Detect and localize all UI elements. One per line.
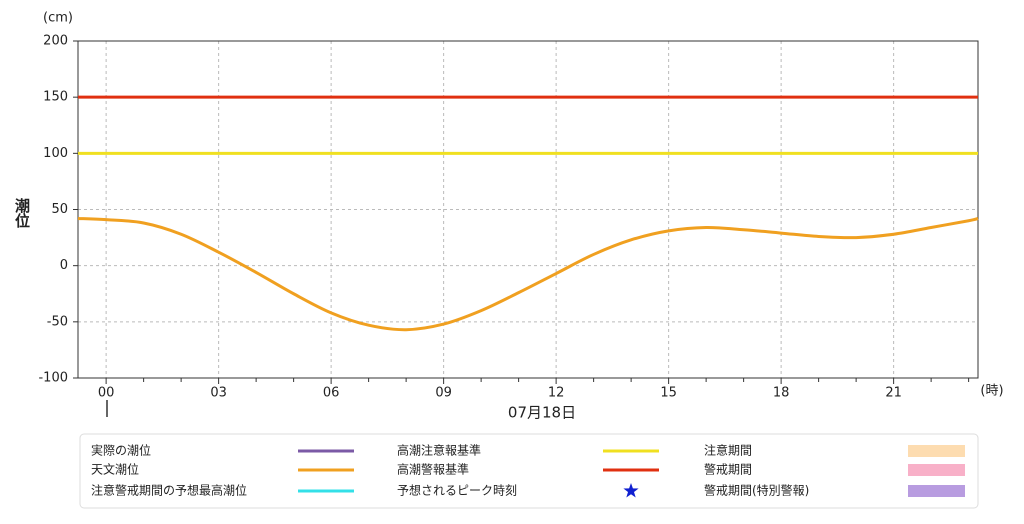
y-tick-label: 0 (60, 258, 68, 273)
y-axis-label: 潮位 (13, 197, 31, 228)
series-line (77, 216, 979, 332)
x-unit: (時) (980, 384, 1003, 399)
y-tick-label: 200 (43, 34, 68, 49)
x-tick-label: 06 (323, 386, 340, 401)
x-tick-label: 03 (210, 386, 227, 401)
legend-label: 高潮注意報基準 (397, 443, 481, 458)
legend-label: 天文潮位 (91, 462, 139, 477)
legend-swatch (908, 445, 965, 457)
y-tick-label: -100 (38, 371, 68, 386)
y-unit: (cm) (43, 11, 73, 26)
y-tick-label: 150 (43, 90, 68, 105)
legend-label: 注意警戒期間の予想最高潮位 (91, 483, 247, 498)
date-label: 07月18日 (508, 404, 576, 422)
y-tick-label: 50 (51, 202, 68, 217)
plot-frame (77, 40, 979, 379)
y-tick-label: -50 (47, 314, 68, 329)
legend-box (79, 433, 979, 509)
legend-swatch (908, 464, 965, 476)
x-tick-label: 21 (885, 386, 902, 401)
legend-label: 高潮警報基準 (397, 462, 469, 477)
legend-label: 警戒期間 (704, 462, 752, 477)
x-tick-label: 15 (660, 386, 677, 401)
x-tick-label: 00 (98, 386, 115, 401)
legend-swatch (623, 483, 639, 498)
y-tick-label: 100 (43, 146, 68, 161)
legend-swatch (908, 485, 965, 497)
x-tick-label: 12 (548, 386, 565, 401)
x-tick-label: 18 (773, 386, 790, 401)
legend-label: 注意期間 (704, 443, 752, 458)
legend-label: 実際の潮位 (91, 443, 151, 458)
legend-label: 予想されるピーク時刻 (397, 483, 517, 498)
legend-label: 警戒期間(特別警報) (704, 483, 809, 498)
x-tick-label: 09 (435, 386, 452, 401)
